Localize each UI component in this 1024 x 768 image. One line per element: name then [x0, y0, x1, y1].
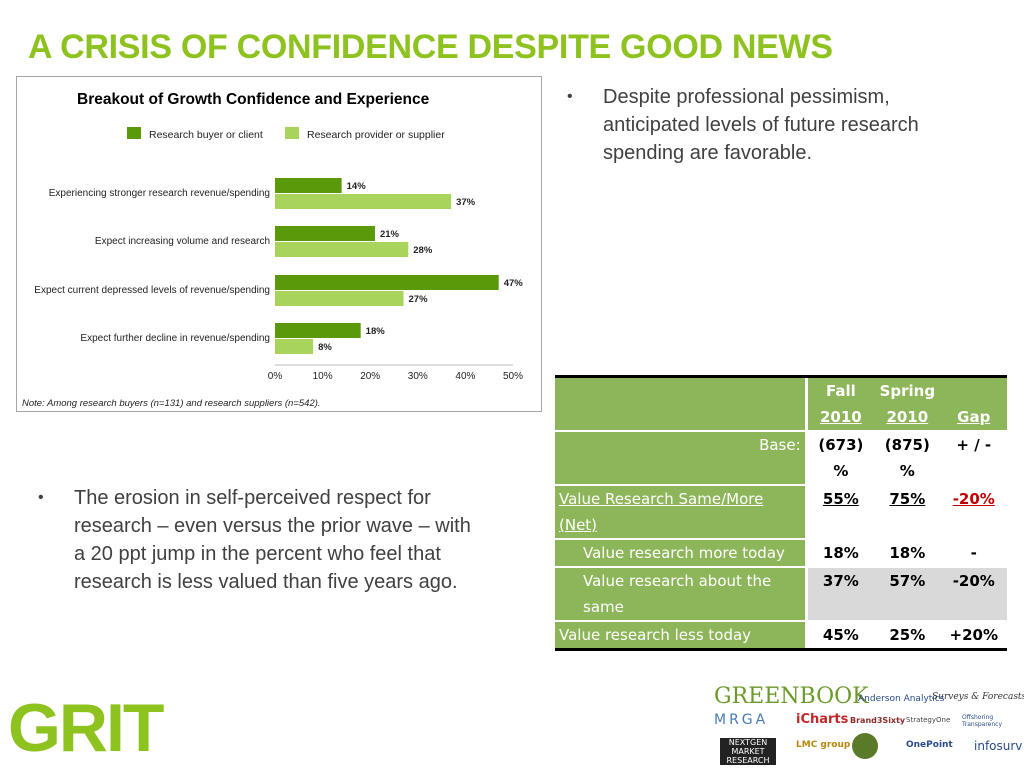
base-fall: (673) — [806, 430, 875, 458]
x-tick-label: 20% — [360, 371, 380, 382]
header-gap-label: Gap — [957, 408, 991, 426]
data-label: 27% — [409, 294, 429, 305]
row-label: Value research more today — [555, 538, 808, 567]
chart-note: Note: Among research buyers (n=131) and … — [22, 398, 321, 409]
bullet-dot: • — [567, 88, 573, 105]
bar — [275, 291, 404, 306]
row-spring: 25% — [874, 620, 941, 651]
bullet-dot: • — [38, 489, 44, 506]
chart-title: Breakout of Growth Confidence and Experi… — [77, 91, 430, 108]
unit-spring: % — [899, 462, 915, 480]
bar — [275, 226, 375, 241]
unit-blank — [555, 458, 808, 485]
research-value-table: Fall 2010 Spring 2010 Gap Base: (673) (8… — [555, 375, 1007, 651]
legend-label: Research buyer or client — [149, 129, 263, 141]
base-gap: + / - — [940, 430, 1007, 458]
bar — [275, 178, 342, 193]
growth-confidence-chart: Breakout of Growth Confidence and Experi… — [16, 76, 542, 412]
bar — [275, 339, 314, 354]
row-fall: 18% — [806, 538, 875, 567]
row-label: Value research less today — [555, 620, 808, 651]
x-tick-label: 30% — [408, 371, 428, 382]
base-spring: (875) — [874, 430, 941, 458]
row-label: Value Research Same/More (Net) — [555, 484, 808, 539]
x-tick-label: 10% — [313, 371, 333, 382]
legend-label: Research provider or supplier — [307, 129, 445, 141]
legend-swatch — [127, 127, 141, 139]
circle-seal-icon — [852, 733, 878, 759]
infosurv-logo: infosurv — [974, 739, 1023, 753]
table-header-row: Fall 2010 Spring 2010 Gap — [555, 378, 1007, 431]
header-fall-label: Fall — [825, 382, 856, 400]
data-label: 37% — [456, 197, 476, 208]
offshoring-transparency-logo: Offshoring Transparency — [962, 714, 1003, 728]
unit-fall: % — [833, 462, 849, 480]
header-spring-year: 2010 — [886, 408, 929, 426]
table-row: Value research less today 45% 25% +20% — [555, 620, 1007, 651]
bar — [275, 323, 361, 338]
bullet-erosion: • The erosion in self-perceived respect … — [38, 484, 474, 596]
row-spring: 75% — [874, 484, 941, 539]
row-gap: - — [940, 538, 1007, 567]
row-label: Value research about the same — [555, 566, 808, 621]
nextgen-logo: NEXTGEN MARKET RESEARCH — [720, 738, 776, 765]
header-blank — [555, 378, 808, 431]
table-top-rule — [555, 375, 1007, 378]
bullet-spending: • Despite professional pessimism, antici… — [567, 83, 983, 167]
bar — [275, 194, 452, 209]
brand3sixty-logo: Brand3Sixty — [850, 716, 906, 725]
anderson-analytics-logo: Anderson Analytics — [858, 694, 945, 704]
row-spring: 18% — [874, 538, 941, 567]
header-fall: Fall 2010 — [806, 378, 875, 431]
row-fall: 45% — [806, 620, 875, 651]
mrga-logo: MRGA — [714, 712, 769, 728]
table-row: Value research about the same 37% 57% -2… — [555, 566, 1007, 621]
table-row: Value research more today 18% 18% - — [555, 538, 1007, 567]
header-gap: Gap — [940, 378, 1007, 431]
row-gap: -20% — [940, 484, 1007, 539]
bullet-spending-text: Despite professional pessimism, anticipa… — [603, 86, 919, 164]
greenbook-logo: GREENBOOK — [714, 684, 869, 709]
category-label: Expect further decline in revenue/spendi… — [80, 333, 270, 344]
data-label: 18% — [366, 326, 386, 337]
grit-logo: GRIT — [8, 690, 164, 766]
slide-title: A CRISIS OF CONFIDENCE DESPITE GOOD NEWS — [28, 28, 833, 66]
data-label: 21% — [380, 229, 400, 240]
unit-row: % % — [555, 458, 1007, 485]
row-spring: 57% — [874, 566, 941, 621]
icharts-logo: iCharts — [796, 712, 849, 727]
surveys-forecasts-logo: Surveys & Forecasts, LLC — [932, 692, 1024, 702]
header-spring-label: Spring — [879, 382, 936, 400]
header-fall-year: 2010 — [820, 408, 862, 426]
legend-swatch — [285, 127, 299, 139]
x-tick-label: 0% — [268, 371, 283, 382]
data-label: 28% — [413, 245, 433, 256]
bar — [275, 242, 409, 257]
header-spring: Spring 2010 — [874, 378, 941, 431]
lmc-group-logo: LMC group — [796, 740, 851, 750]
row-fall: 37% — [806, 566, 875, 621]
category-label: Experiencing stronger research revenue/s… — [49, 188, 270, 199]
row-gap: -20% — [940, 566, 1007, 621]
base-row: Base: (673) (875) + / - — [555, 430, 1007, 458]
row-fall: 55% — [806, 484, 875, 539]
category-label: Expect current depressed levels of reven… — [34, 285, 270, 296]
base-label: Base: — [555, 430, 808, 458]
table-row: Value Research Same/More (Net) 55% 75% -… — [555, 484, 1007, 539]
bullet-erosion-text: The erosion in self-perceived respect fo… — [74, 487, 471, 593]
row-gap: +20% — [940, 620, 1007, 651]
category-label: Expect increasing volume and research — [95, 236, 270, 247]
onepoint-logo: OnePoint — [906, 740, 953, 750]
x-tick-label: 40% — [455, 371, 475, 382]
data-label: 14% — [347, 181, 367, 192]
unit-gap — [941, 458, 1007, 485]
strategyone-logo: StrategyOne — [906, 716, 951, 724]
data-label: 8% — [318, 342, 332, 353]
chart-svg: Breakout of Growth Confidence and Experi… — [22, 91, 524, 409]
bar — [275, 275, 499, 290]
data-label: 47% — [504, 278, 524, 289]
x-tick-label: 50% — [503, 371, 523, 382]
